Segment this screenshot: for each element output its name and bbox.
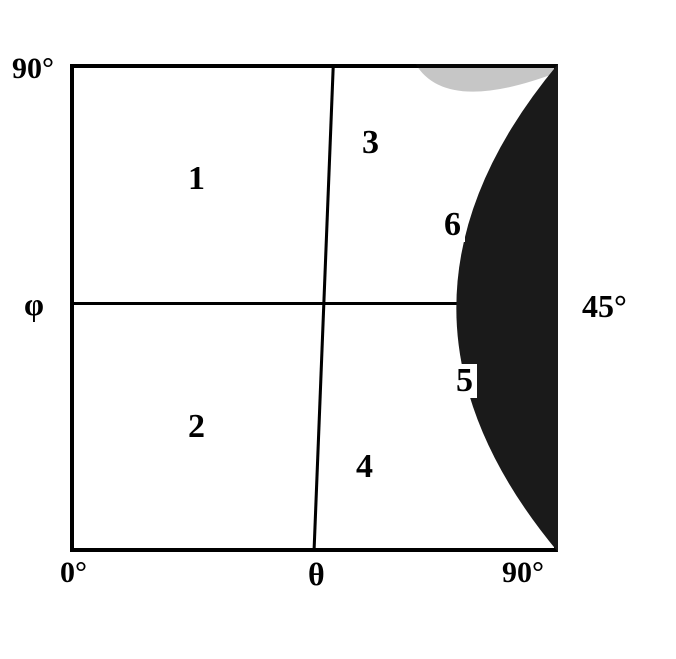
y-axis-top-tick: 90° [12, 52, 54, 86]
x-axis-left-tick: 0° [60, 556, 87, 590]
y-axis-label-phi: φ [24, 286, 44, 323]
region-6-fill [70, 64, 558, 552]
region-2-label: 2 [188, 408, 205, 446]
region-3-label: 3 [362, 124, 379, 162]
region-6-label: 6 [440, 208, 465, 242]
x-axis-right-tick: 90° [502, 556, 544, 590]
phase-diagram-container: { "layout": { "plot": { "left": 70, "top… [0, 0, 676, 659]
x-axis-label-theta: θ [308, 556, 325, 593]
right-side-45-label: 45° [582, 288, 627, 325]
region-4-label: 4 [356, 448, 373, 486]
region-1-label: 1 [188, 160, 205, 198]
region-5-label: 5 [452, 364, 477, 398]
